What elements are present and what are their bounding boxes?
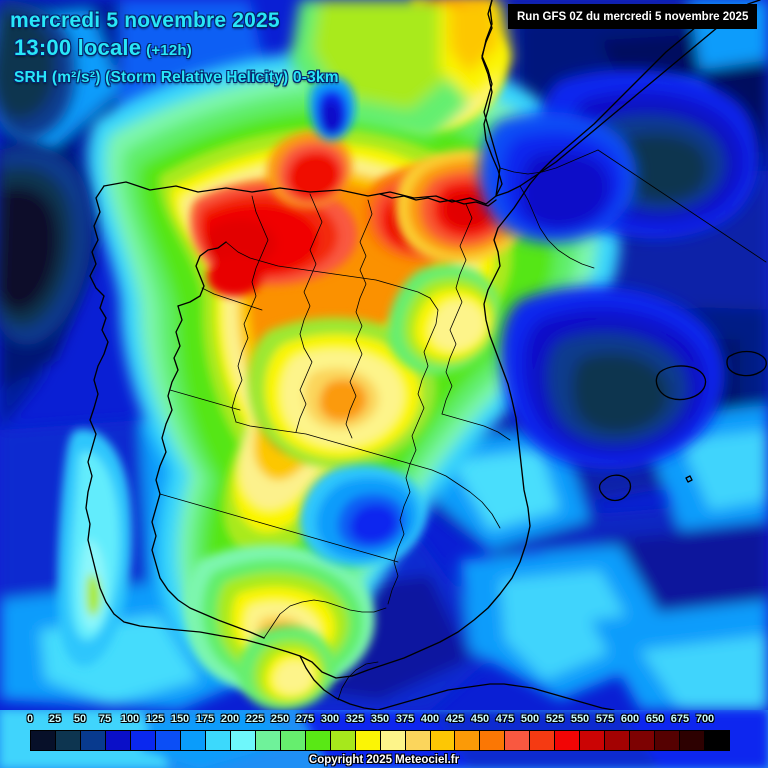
- scale-tick-125: 125: [145, 713, 165, 725]
- scale-bin-25: [655, 731, 681, 750]
- scale-bin-22: [580, 731, 606, 750]
- scale-bin-5: [155, 731, 181, 750]
- scale-tick-200: 200: [220, 713, 240, 725]
- scale-bin-1: [55, 731, 81, 750]
- scale-tick-475: 475: [495, 713, 515, 725]
- scale-bin-24: [630, 731, 656, 750]
- color-scale-legend: 0 25 50 75 100 125 150 175 200 225 250 275 300 325 350…: [0, 710, 768, 768]
- scale-bin-21: [555, 731, 581, 750]
- scale-bin-26: [680, 731, 706, 750]
- parameter-label: SRH (m²/s²) (Storm Relative Helicity) 0-…: [14, 69, 339, 86]
- scale-bin-13: [355, 731, 381, 750]
- scale-tick-175: 175: [195, 713, 215, 725]
- scale-tick-100: 100: [120, 713, 140, 725]
- scale-tick-labels: 0 25 50 75 100 125 150 175 200 225 250 275 300 325 350…: [26, 713, 730, 729]
- scale-bin-8: [230, 731, 256, 750]
- scale-bin-2: [80, 731, 106, 750]
- weather-map[interactable]: [0, 0, 768, 710]
- model-run-badge: Run GFS 0Z du mercredi 5 novembre 2025: [508, 4, 758, 29]
- copyright-label: Copyright 2025 Meteociel.fr: [308, 754, 460, 766]
- scale-tick-675: 675: [670, 713, 690, 725]
- scale-bin-15: [405, 731, 431, 750]
- model-run-text: Run GFS 0Z du mercredi 5 novembre 2025: [517, 11, 749, 23]
- scale-bin-11: [305, 731, 331, 750]
- lead-time-text: (+12h): [146, 42, 192, 59]
- scale-tick-525: 525: [545, 713, 565, 725]
- scale-tick-50: 50: [73, 713, 87, 725]
- scale-bin-0: [31, 731, 56, 750]
- scale-tick-0: 0: [26, 713, 34, 725]
- scale-bin-6: [180, 731, 206, 750]
- scale-tick-550: 550: [570, 713, 590, 725]
- scale-bin-20: [530, 731, 556, 750]
- scale-bin-9: [255, 731, 281, 750]
- scale-color-bar: [30, 730, 730, 751]
- scale-tick-575: 575: [595, 713, 615, 725]
- scale-tick-300: 300: [320, 713, 340, 725]
- scale-bin-16: [430, 731, 456, 750]
- scale-tick-650: 650: [645, 713, 665, 725]
- srh-contour-field: [0, 0, 768, 710]
- scale-tick-150: 150: [170, 713, 190, 725]
- scale-tick-275: 275: [295, 713, 315, 725]
- scale-tick-400: 400: [420, 713, 440, 725]
- scale-tick-375: 375: [395, 713, 415, 725]
- scale-tick-425: 425: [445, 713, 465, 725]
- scale-tick-25: 25: [48, 713, 62, 725]
- scale-bin-23: [605, 731, 631, 750]
- scale-bin-18: [480, 731, 506, 750]
- scale-tick-325: 325: [345, 713, 365, 725]
- scale-tick-700: 700: [695, 713, 715, 725]
- forecast-time-label: 13:00 locale (+12h): [14, 35, 192, 61]
- scale-bin-7: [205, 731, 231, 750]
- scale-bin-27: [705, 731, 730, 750]
- scale-bin-14: [380, 731, 406, 750]
- scale-bin-3: [105, 731, 131, 750]
- scale-bin-12: [330, 731, 356, 750]
- scale-bin-10: [280, 731, 306, 750]
- scale-bin-19: [505, 731, 531, 750]
- forecast-time-text: 13:00 locale: [14, 35, 142, 60]
- scale-tick-350: 350: [370, 713, 390, 725]
- scale-tick-250: 250: [270, 713, 290, 725]
- scale-tick-500: 500: [520, 713, 540, 725]
- scale-tick-600: 600: [620, 713, 640, 725]
- scale-bin-4: [130, 731, 156, 750]
- scale-tick-450: 450: [470, 713, 490, 725]
- forecast-date-label: mercredi 5 novembre 2025: [10, 9, 280, 32]
- scale-tick-75: 75: [98, 713, 112, 725]
- scale-bin-17: [455, 731, 481, 750]
- scale-tick-225: 225: [245, 713, 265, 725]
